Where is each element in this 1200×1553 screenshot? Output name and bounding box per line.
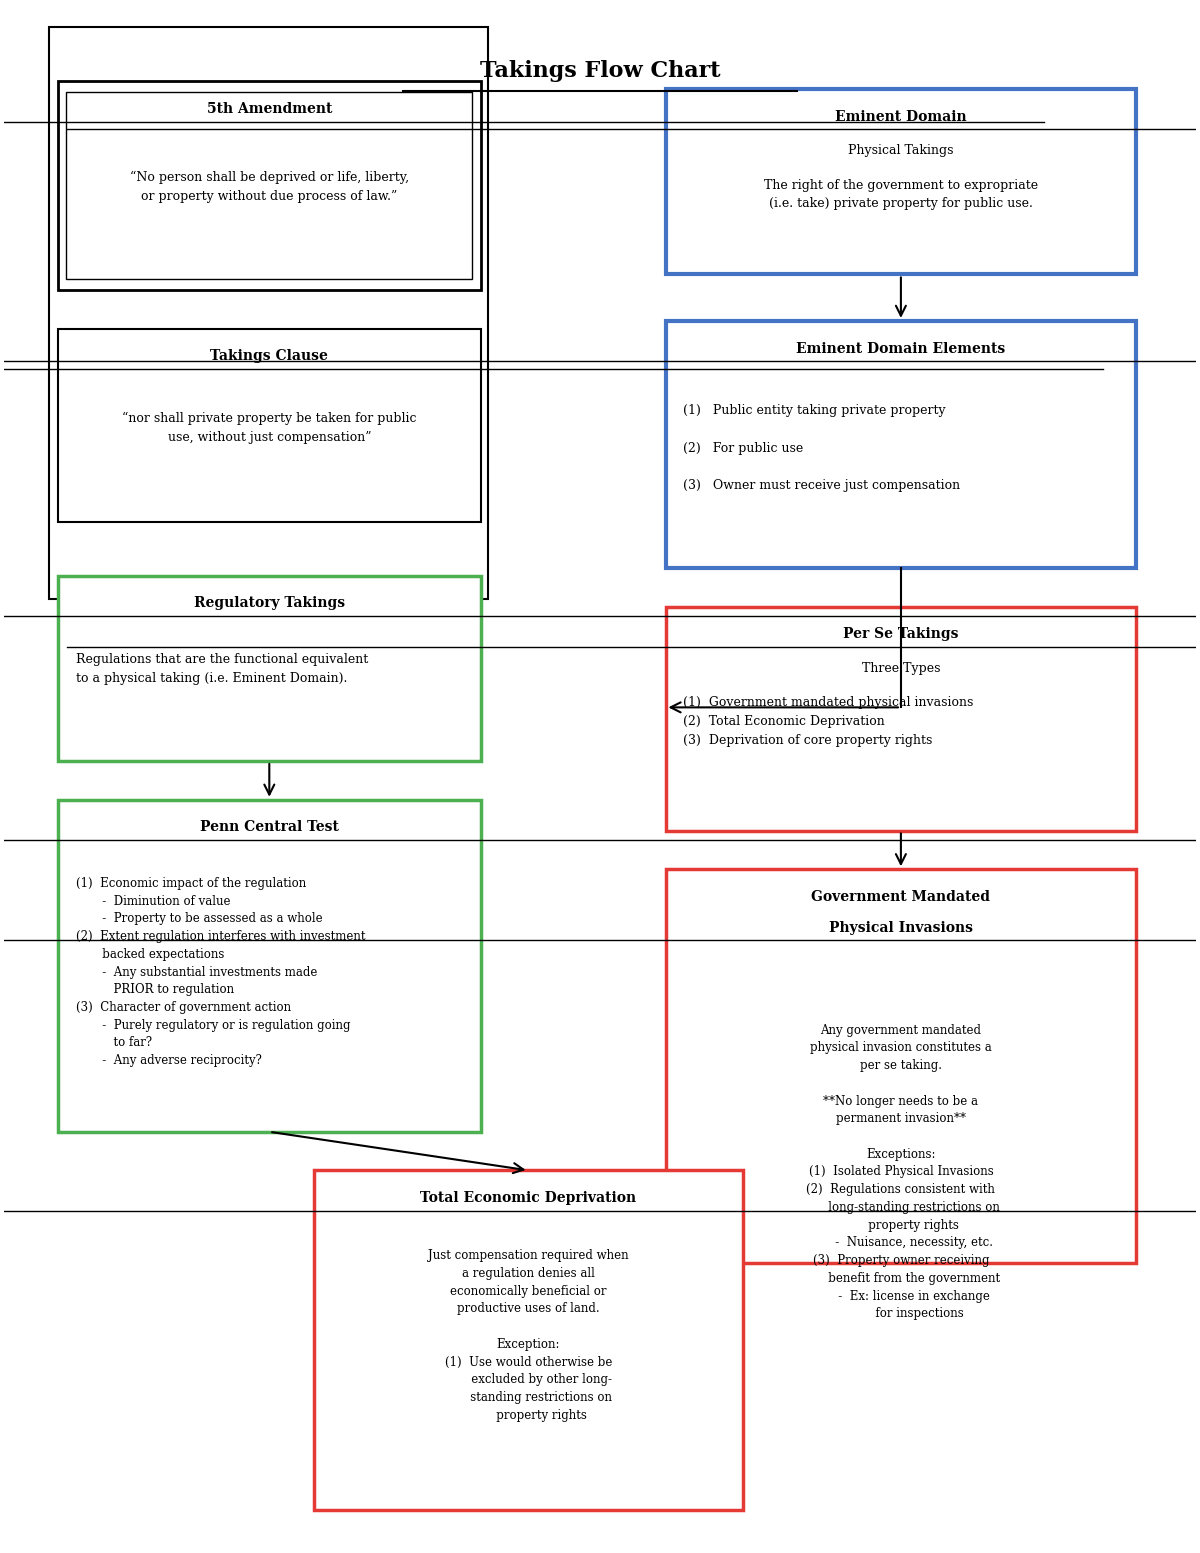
Text: productive uses of land.: productive uses of land. [457,1303,600,1315]
Text: (3)  Character of government action: (3) Character of government action [76,1002,290,1014]
Text: (1)  Use would otherwise be: (1) Use would otherwise be [445,1356,612,1368]
Text: -  Any substantial investments made: - Any substantial investments made [76,966,317,978]
Text: -  Property to be assessed as a whole: - Property to be assessed as a whole [76,912,323,926]
Text: or property without due process of law.”: or property without due process of law.” [142,189,397,203]
Text: Just compensation required when: Just compensation required when [428,1249,629,1263]
Text: Exception:: Exception: [497,1337,560,1351]
Bar [666,607,1136,831]
Text: Physical Takings: Physical Takings [848,144,954,157]
Text: **No longer needs to be a: **No longer needs to be a [823,1095,978,1107]
Text: Physical Invasions: Physical Invasions [829,921,973,935]
Text: long-standing restrictions on: long-standing restrictions on [802,1200,1000,1214]
Text: excluded by other long-: excluded by other long- [445,1373,612,1387]
Bar [58,576,481,761]
Text: per se taking.: per se taking. [860,1059,942,1072]
Text: use, without just compensation”: use, without just compensation” [168,430,371,444]
Text: (i.e. take) private property for public use.: (i.e. take) private property for public … [769,197,1033,211]
Text: property rights: property rights [470,1409,587,1421]
Text: to far?: to far? [76,1036,151,1050]
Text: “nor shall private property be taken for public: “nor shall private property be taken for… [122,412,416,426]
Bar [314,1171,743,1510]
Text: -  Diminution of value: - Diminution of value [76,895,230,907]
Bar [58,800,481,1132]
Text: benefit from the government: benefit from the government [802,1272,1000,1284]
Bar [49,28,488,599]
Text: a regulation denies all: a regulation denies all [462,1267,595,1280]
Text: Per Se Takings: Per Se Takings [844,627,959,641]
Text: (1)  Isolated Physical Invasions: (1) Isolated Physical Invasions [809,1165,994,1179]
Text: (2)  Total Economic Deprivation: (2) Total Economic Deprivation [684,714,886,728]
Bar [58,81,481,290]
Text: Eminent Domain Elements: Eminent Domain Elements [797,342,1006,356]
Text: Takings Clause: Takings Clause [210,349,329,363]
Text: Three Types: Three Types [862,662,940,676]
Text: (1)  Government mandated physical invasions: (1) Government mandated physical invasio… [684,696,973,710]
Bar [666,321,1136,568]
Text: (3)  Property owner receiving: (3) Property owner receiving [812,1255,989,1267]
Text: Penn Central Test: Penn Central Test [200,820,338,834]
Bar [58,329,481,522]
Text: “No person shall be deprived or life, liberty,: “No person shall be deprived or life, li… [130,171,409,185]
Text: (2)   For public use: (2) For public use [684,441,804,455]
Text: Regulations that are the functional equivalent: Regulations that are the functional equi… [76,652,368,666]
Text: (1)  Economic impact of the regulation: (1) Economic impact of the regulation [76,877,306,890]
Bar [666,870,1136,1263]
Bar [66,92,473,280]
Text: 5th Amendment: 5th Amendment [206,102,332,116]
Text: (2)  Extent regulation interferes with investment: (2) Extent regulation interferes with in… [76,930,365,943]
Text: (2)  Regulations consistent with: (2) Regulations consistent with [806,1183,995,1196]
Text: Regulatory Takings: Regulatory Takings [193,596,344,610]
Text: Total Economic Deprivation: Total Economic Deprivation [420,1191,636,1205]
Text: -  Purely regulatory or is regulation going: - Purely regulatory or is regulation goi… [76,1019,350,1031]
Text: Any government mandated: Any government mandated [821,1023,982,1037]
Text: physical invasion constitutes a: physical invasion constitutes a [810,1042,991,1054]
Text: (1)   Public entity taking private property: (1) Public entity taking private propert… [684,404,946,418]
Text: Exceptions:: Exceptions: [866,1148,936,1160]
Text: Eminent Domain: Eminent Domain [835,110,967,124]
Text: PRIOR to regulation: PRIOR to regulation [76,983,234,997]
Text: (3)   Owner must receive just compensation: (3) Owner must receive just compensation [684,480,960,492]
Text: -  Ex: license in exchange: - Ex: license in exchange [812,1289,990,1303]
Text: standing restrictions on: standing restrictions on [444,1391,612,1404]
Text: property rights: property rights [842,1219,959,1232]
Text: The right of the government to expropriate: The right of the government to expropria… [764,179,1038,191]
Text: (3)  Deprivation of core property rights: (3) Deprivation of core property rights [684,733,932,747]
Text: -  Nuisance, necessity, etc.: - Nuisance, necessity, etc. [809,1236,992,1249]
Text: for inspections: for inspections [838,1308,964,1320]
Text: Government Mandated: Government Mandated [811,890,990,904]
Text: backed expectations: backed expectations [76,947,224,961]
Text: Takings Flow Chart: Takings Flow Chart [480,59,720,82]
Text: permanent invasion**: permanent invasion** [836,1112,966,1126]
Text: economically beneficial or: economically beneficial or [450,1284,607,1298]
Bar [666,89,1136,275]
Text: -  Any adverse reciprocity?: - Any adverse reciprocity? [76,1054,262,1067]
Text: to a physical taking (i.e. Eminent Domain).: to a physical taking (i.e. Eminent Domai… [76,672,347,685]
